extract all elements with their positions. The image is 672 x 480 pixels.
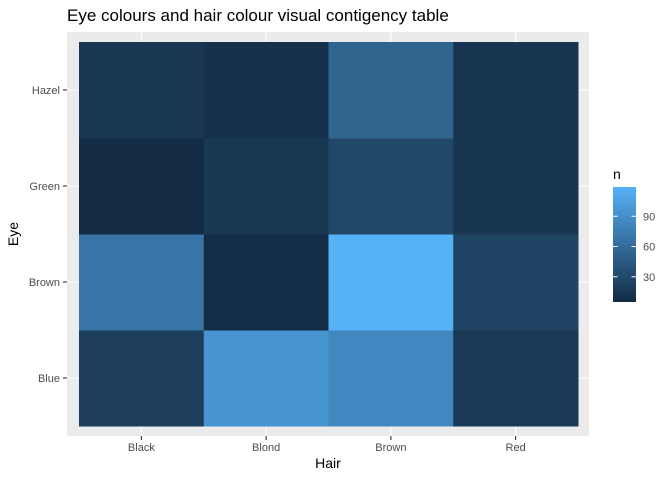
y-tick-label: Green — [29, 181, 60, 193]
heatmap-tile — [203, 138, 329, 235]
heatmap-tile — [79, 330, 205, 427]
x-tick-label: Red — [506, 442, 526, 454]
y-tick-label: Hazel — [32, 85, 60, 97]
chart-title: Eye colours and hair colour visual conti… — [67, 6, 449, 25]
heatmap-tile — [203, 234, 329, 331]
heatmap-tile — [79, 234, 205, 331]
heatmap-tile — [328, 42, 454, 139]
heatmap-tile — [453, 138, 579, 235]
x-tick-label: Brown — [375, 442, 406, 454]
x-axis-title: Hair — [315, 455, 341, 471]
heatmap-tile — [328, 138, 454, 235]
heatmap-tile — [203, 330, 329, 427]
y-axis: Blue Brown Green Hazel — [29, 85, 67, 385]
y-axis-title: Eye — [5, 222, 21, 246]
heatmap-tile — [79, 138, 205, 235]
x-tick-label: Black — [128, 442, 155, 454]
heatmap-tile — [203, 42, 329, 139]
y-tick-label: Brown — [29, 277, 60, 289]
heatmap-tile — [328, 330, 454, 427]
legend-colorbar — [613, 187, 636, 302]
legend-title: n — [613, 166, 621, 182]
heatmap-tile — [453, 234, 579, 331]
legend-tick-label: 90 — [643, 211, 655, 223]
heatmap-tile — [453, 330, 579, 427]
x-tick-label: Blond — [252, 442, 280, 454]
y-tick-label: Blue — [38, 373, 60, 385]
legend-tick-label: 60 — [643, 242, 655, 254]
heatmap-tile — [79, 42, 205, 139]
legend-tick-label: 30 — [643, 272, 655, 284]
legend-ticks: 30 60 90 — [613, 211, 655, 284]
heatmap-tile — [453, 42, 579, 139]
x-axis: Black Blond Brown Red — [128, 436, 526, 454]
tiles-layer — [79, 42, 579, 427]
heatmap-tile — [328, 234, 454, 331]
color-legend: n 30 60 90 — [613, 166, 655, 302]
